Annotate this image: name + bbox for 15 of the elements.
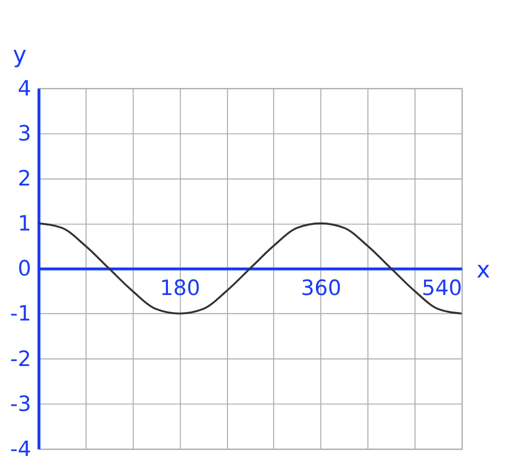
y-tick-label: -4 [10, 436, 32, 462]
y-tick-label: 0 [18, 256, 32, 281]
y-tick-label: 2 [18, 165, 32, 190]
y-tick-label: 1 [18, 210, 32, 236]
line-series [38, 222, 463, 314]
y-tick-label: -1 [10, 300, 32, 326]
y-tick-label: 4 [18, 75, 32, 100]
y-tick-label: -3 [10, 390, 32, 416]
y-tick-label: 3 [18, 120, 32, 146]
y-axis-title: y [12, 42, 27, 69]
x-tick-label: 360 [300, 274, 342, 300]
x-tick-label: 180 [160, 274, 200, 300]
y-tick-label: -2 [10, 346, 32, 371]
x-axis-title: x [476, 258, 490, 284]
x-tick-label: 540 [422, 274, 462, 300]
